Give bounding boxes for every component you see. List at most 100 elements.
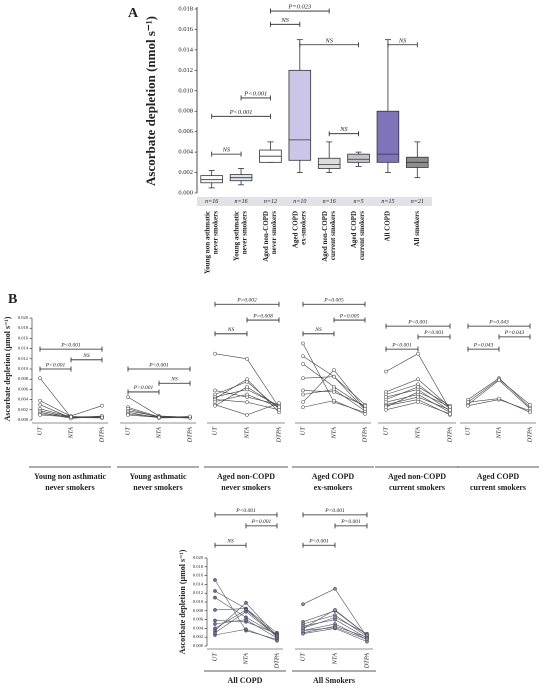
- panel-label: A: [128, 6, 139, 21]
- point: [213, 578, 217, 582]
- category-label: never smokers: [211, 211, 219, 254]
- point: [332, 398, 336, 403]
- n-label: n=15: [381, 199, 394, 205]
- point: [301, 602, 305, 607]
- bracket-label: P=0.023: [287, 4, 312, 11]
- point: [301, 631, 305, 636]
- point: [301, 376, 305, 381]
- y-tick-label: 0.000: [18, 417, 29, 422]
- bracket-label: NS: [170, 377, 178, 383]
- category-label: Aged COPD: [291, 211, 299, 248]
- point: [126, 395, 130, 399]
- point: [244, 627, 248, 632]
- bracket-label: P<0.001: [133, 385, 154, 391]
- point: [416, 400, 420, 404]
- category-label: All COPD: [384, 211, 392, 242]
- point: [301, 628, 305, 633]
- point: [528, 410, 532, 415]
- y-tick-label: 0.008: [178, 108, 193, 115]
- y-tick-label: 0.002: [193, 634, 203, 639]
- point: [384, 369, 388, 374]
- y-tick-label: 0.018: [178, 5, 193, 12]
- group-label: All COPD: [228, 676, 263, 685]
- y-tick-label: 0.014: [193, 581, 204, 586]
- bracket-label: P=0.002: [236, 297, 257, 303]
- y-tick-label: 0.006: [18, 386, 29, 391]
- bracket-label: P<0.001: [148, 362, 169, 368]
- n-label: n=16: [323, 199, 336, 205]
- y-axis-title: Ascorbate depletion (μmol s⁻¹): [178, 549, 187, 654]
- group-label: Aged COPD: [312, 472, 355, 481]
- bracket-label: P<0.001: [235, 508, 256, 514]
- bracket-label: P<0.001: [60, 342, 81, 348]
- bracket-label: P=0.005: [339, 313, 360, 319]
- point: [213, 403, 217, 408]
- category-label: Young non asthmatic: [203, 211, 211, 274]
- x-tick-label: DTPA: [446, 427, 453, 443]
- n-label: n=5: [354, 199, 364, 205]
- bracket-label: P<0.001: [229, 109, 253, 116]
- point: [275, 634, 279, 639]
- y-tick-label: 0.004: [18, 397, 29, 402]
- point: [245, 400, 249, 404]
- bracket-label: P=0.001: [340, 519, 361, 525]
- point: [213, 622, 217, 626]
- bracket-label: P<0.001: [243, 90, 267, 97]
- group-label: Aged COPD: [477, 472, 520, 481]
- point: [69, 415, 73, 419]
- point: [277, 405, 281, 410]
- bracket-label: NS: [226, 539, 234, 545]
- point: [332, 374, 336, 379]
- point: [528, 402, 532, 407]
- bracket-label: NS: [82, 353, 90, 359]
- bracket-label: NS: [339, 126, 348, 133]
- y-tick-label: 0.008: [18, 376, 29, 381]
- x-tick-label: NTA: [242, 653, 249, 665]
- point: [301, 388, 305, 393]
- bracket-label: P=0.008: [252, 313, 273, 319]
- point: [416, 351, 420, 356]
- point: [466, 403, 470, 408]
- category-label: current smokers: [358, 211, 366, 260]
- box: [288, 69, 312, 161]
- bracket-label: P=0.043: [488, 318, 509, 325]
- y-tick-label: 0.016: [178, 26, 193, 33]
- bracket-label: P=0.001: [251, 519, 272, 525]
- n-label: n=12: [264, 199, 277, 205]
- y-tick-label: 0.004: [193, 625, 204, 630]
- point: [365, 637, 369, 642]
- point: [363, 406, 367, 411]
- point: [416, 377, 420, 382]
- point: [245, 356, 249, 361]
- x-tick-label: DTPA: [361, 427, 368, 443]
- group-label: Young non asthmatic: [34, 472, 106, 481]
- point: [301, 400, 305, 404]
- point: [213, 589, 217, 593]
- point: [363, 412, 367, 416]
- point: [332, 387, 336, 392]
- box: [317, 157, 341, 169]
- x-tick-label: UT: [299, 653, 306, 662]
- x-tick-label: DTPA: [363, 653, 370, 669]
- x-tick-label: UT: [211, 653, 218, 662]
- y-tick-label: 0.000: [193, 643, 204, 648]
- x-tick-label: DTPA: [273, 653, 280, 669]
- category-label: ex-smokers: [299, 211, 307, 245]
- group-label: Young asthmatic: [129, 472, 187, 481]
- n-label: n=10: [293, 199, 306, 205]
- x-tick-label: NTA: [243, 427, 250, 439]
- x-tick-label: NTA: [155, 427, 162, 439]
- bracket-label: P<0.001: [423, 330, 444, 336]
- point: [333, 625, 337, 630]
- n-strip: [197, 197, 432, 206]
- point: [245, 377, 249, 382]
- point: [497, 378, 501, 383]
- bracket-label: P<0.001: [308, 539, 329, 545]
- x-tick-label: UT: [124, 427, 131, 436]
- n-label: n=16: [205, 199, 218, 205]
- y-tick-label: 0.014: [18, 346, 29, 351]
- point: [301, 405, 305, 410]
- y-tick-label: 0.014: [178, 46, 193, 53]
- bracket-label: NS: [227, 327, 235, 333]
- y-tick-label: 0.018: [193, 564, 204, 569]
